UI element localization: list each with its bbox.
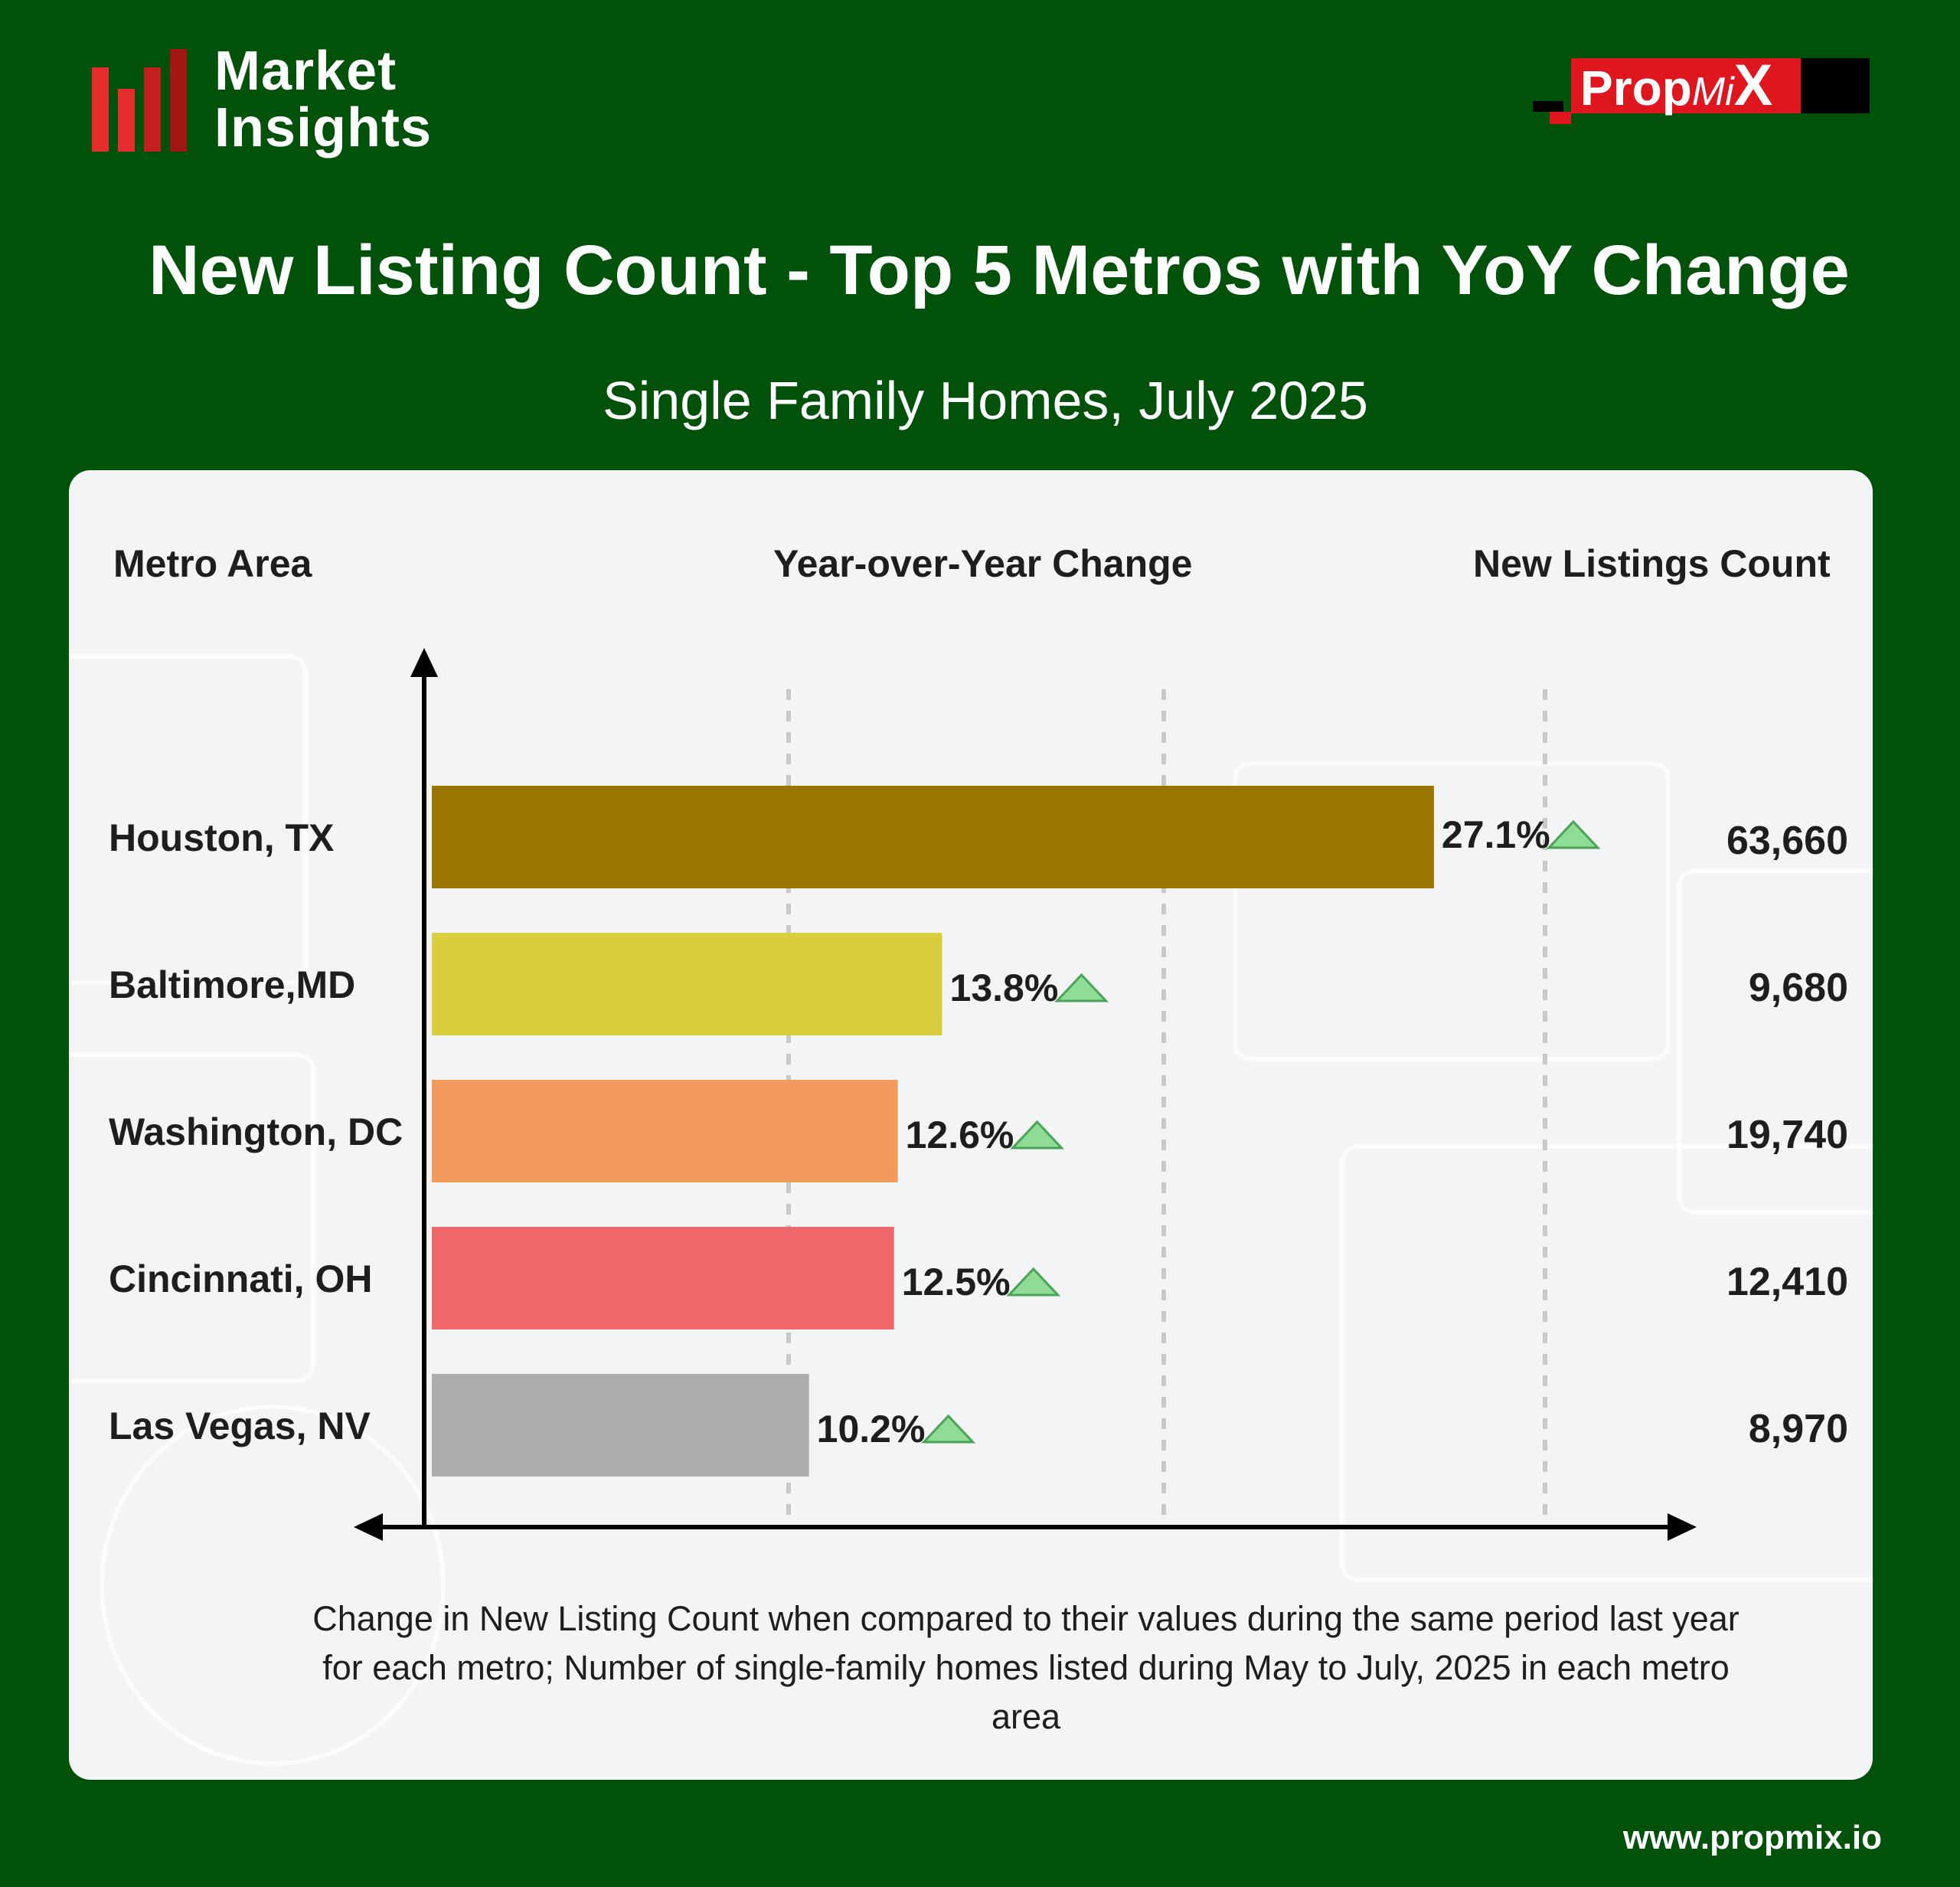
yoy-label: 27.1% [1442, 813, 1550, 856]
x-axis-left-arrow-icon [354, 1513, 383, 1541]
up-triangle-icon [1006, 1267, 1061, 1297]
logo-red-band [1571, 58, 1801, 113]
background-decoration [1233, 761, 1671, 1061]
column-header-count: New Listings Count [1473, 542, 1831, 585]
footer-url[interactable]: www.propmix.io [1622, 1819, 1882, 1856]
bars-logo-icon [92, 49, 199, 152]
propmix-logo: PropMiX [1533, 57, 1870, 127]
up-triangle-icon [1546, 819, 1601, 849]
logo-bar [170, 49, 187, 152]
wordmark-part: Prop [1580, 61, 1692, 116]
logo-bar [92, 67, 109, 152]
up-triangle-icon [1054, 973, 1109, 1002]
wordmark-part: Mi [1691, 70, 1734, 114]
metro-label: Washington, DC [109, 1110, 403, 1153]
x-axis-right-arrow-icon [1668, 1513, 1697, 1541]
brand-line-2: Insights [214, 97, 433, 159]
logo-accent [1533, 101, 1563, 112]
background-decoration [69, 654, 308, 985]
bar [432, 786, 1434, 888]
column-header-yoy: Year-over-Year Change [773, 542, 1193, 585]
background-decoration [100, 1405, 446, 1766]
bar [432, 1227, 894, 1329]
logo-bar [144, 67, 161, 152]
brand-name: Market Insights [214, 43, 432, 156]
propmix-wordmark: PropMiX [1580, 57, 1772, 118]
up-triangle-icon [1010, 1120, 1065, 1150]
y-axis-arrow-icon [410, 648, 438, 677]
listing-count-label: 19,740 [1726, 1113, 1848, 1157]
chart-caption: Change in New Listing Count when compare… [312, 1599, 1740, 1736]
up-triangle-icon [921, 1414, 976, 1444]
bar [432, 933, 942, 1035]
metro-label: Houston, TX [109, 816, 334, 859]
yoy-label: 10.2% [817, 1408, 926, 1450]
background-decoration [1340, 1144, 1873, 1582]
bar [432, 1374, 809, 1477]
logo-bar [118, 89, 135, 152]
metro-label: Baltimore,MD [109, 963, 355, 1006]
listing-count-label: 12,410 [1726, 1260, 1848, 1304]
bar [432, 1080, 898, 1182]
chart-title: New Listing Count - Top 5 Metros with Yo… [149, 231, 1850, 309]
chart-card: Metro Area Year-over-Year Change New Lis… [69, 470, 1873, 1780]
wordmark-part: X [1733, 53, 1773, 118]
yoy-label: 13.8% [950, 966, 1059, 1009]
bar-chart: Houston, TX 27.1% 63,660 Baltimore,MD 13.8% 9… [109, 648, 1848, 1541]
yoy-label: 12.5% [902, 1261, 1011, 1303]
metro-label: Las Vegas, NV [109, 1405, 371, 1447]
background-decoration [69, 1052, 315, 1383]
logo-accent [1550, 112, 1571, 124]
chart-subtitle: Single Family Homes, July 2025 [603, 371, 1368, 430]
column-header-metro: Metro Area [113, 542, 312, 585]
listing-count-label: 9,680 [1749, 966, 1848, 1010]
listing-count-label: 63,660 [1726, 819, 1848, 863]
brand-line-1: Market [214, 41, 397, 102]
background-decoration [1677, 868, 1873, 1215]
listing-count-label: 8,970 [1749, 1407, 1848, 1451]
metro-label: Cincinnati, OH [109, 1257, 372, 1300]
yoy-label: 12.6% [906, 1114, 1014, 1156]
